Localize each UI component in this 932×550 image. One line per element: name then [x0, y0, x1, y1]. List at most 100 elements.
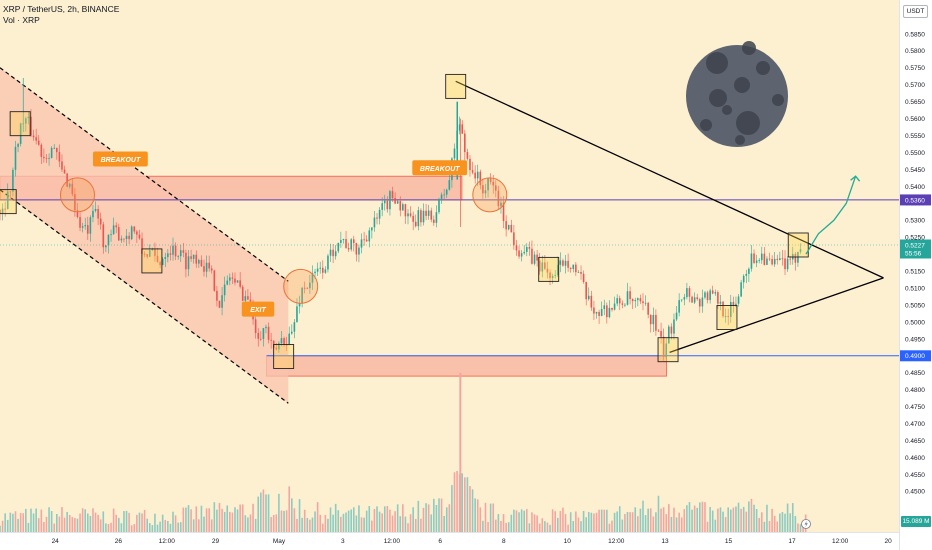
candle-body: [637, 298, 639, 301]
time-tick-label: 15: [725, 538, 733, 545]
candle-body: [417, 210, 420, 227]
candle-body: [386, 200, 389, 210]
currency-button[interactable]: USDT: [903, 5, 928, 18]
lightning-icon[interactable]: [801, 519, 811, 529]
volume-bar: [745, 511, 748, 532]
candle-body: [533, 254, 536, 264]
volume-bar: [531, 512, 533, 532]
volume-bar: [275, 514, 278, 532]
candle-body: [603, 305, 606, 310]
candle-body: [755, 260, 758, 263]
price-tick-label: 0.5550: [905, 133, 925, 140]
volume-bar: [213, 502, 216, 532]
volume-bar: [136, 514, 138, 532]
volume-bar: [717, 508, 719, 532]
candle-body: [536, 254, 538, 261]
volume-bar: [644, 515, 647, 532]
volume-bar: [523, 510, 526, 532]
candle-body: [404, 204, 407, 217]
volume-readout-badge: 15.089 M: [901, 516, 931, 527]
candle-body: [154, 248, 156, 256]
volume-bar: [639, 508, 642, 532]
candle-body: [559, 260, 562, 265]
volume-bar: [673, 507, 675, 532]
volume-bar: [706, 521, 709, 532]
price-axis[interactable]: [899, 0, 932, 550]
candle-body: [231, 277, 234, 279]
candle-body: [735, 303, 737, 306]
volume-bar: [50, 511, 53, 532]
volume-bar: [701, 501, 704, 532]
candle-body: [611, 307, 613, 310]
volume-bar: [107, 523, 110, 532]
candle-body: [427, 210, 430, 216]
candle-body: [48, 157, 50, 159]
candle-body: [301, 287, 303, 304]
volume-bar: [613, 512, 616, 532]
volume-bar: [221, 508, 223, 532]
annotation-label: EXIT: [250, 307, 266, 314]
candle-body: [668, 326, 670, 344]
volume-bar: [355, 515, 358, 532]
highlight-box: [538, 256, 560, 282]
volume-bar: [203, 516, 205, 532]
volume-bar: [556, 517, 559, 532]
candle-body: [32, 135, 35, 138]
candle-body: [742, 275, 745, 283]
volume-bar: [409, 514, 412, 532]
candle-body: [495, 185, 497, 191]
candle-body: [711, 290, 714, 294]
volume-bar: [394, 511, 396, 532]
volume-bar: [123, 511, 125, 532]
candle-body: [368, 230, 371, 242]
candle-body: [438, 198, 440, 213]
price-tick-label: 0.4850: [905, 370, 925, 377]
candle-body: [340, 240, 342, 243]
candle-body: [1, 208, 4, 214]
price-tick-label: 0.5000: [905, 319, 925, 326]
volume-bar: [371, 520, 373, 532]
last-price-countdown: 55:56: [905, 250, 922, 257]
symbol-title[interactable]: XRP / TetherUS, 2h, BINANCE: [3, 4, 120, 14]
candle-body: [342, 239, 345, 241]
candle-body: [167, 253, 169, 258]
candle-body: [314, 271, 316, 274]
volume-bar: [487, 521, 489, 532]
volume-bar: [143, 509, 146, 532]
candle-body: [471, 170, 474, 173]
candle-body: [329, 249, 332, 256]
candle-body: [580, 272, 582, 274]
candle-body: [587, 295, 590, 300]
highlight-circle: [283, 268, 319, 304]
volume-bar: [735, 506, 737, 532]
price-tick-label: 0.5400: [905, 184, 925, 191]
price-tick-label: 0.5800: [905, 48, 925, 55]
volume-bar: [528, 523, 531, 532]
candle-body: [513, 232, 515, 246]
volume-bar: [208, 508, 210, 532]
candle-body: [148, 250, 151, 257]
price-tick-label: 0.5500: [905, 150, 925, 157]
candle-body: [192, 254, 195, 259]
volume-bar: [779, 513, 781, 532]
time-axis[interactable]: [0, 532, 899, 550]
price-tick-label: 0.5700: [905, 82, 925, 89]
volume-bar: [22, 513, 25, 532]
volume-bar: [420, 518, 422, 532]
volume-bar: [195, 506, 198, 532]
candle-body: [678, 300, 680, 313]
volume-bar: [616, 511, 618, 532]
volume-bar: [482, 520, 484, 532]
volume-bar: [768, 521, 771, 532]
candle-body: [523, 251, 526, 254]
candle-body: [518, 250, 520, 257]
volume-bar: [567, 524, 569, 532]
volume-bar: [554, 511, 556, 532]
volume-indicator-label[interactable]: Vol · XRP: [3, 15, 40, 25]
candle-body: [102, 224, 105, 248]
candle-body: [407, 213, 409, 217]
volume-bar: [729, 509, 732, 532]
candle-body: [691, 296, 693, 303]
candle-body: [717, 292, 719, 304]
moon-crater: [700, 119, 712, 131]
